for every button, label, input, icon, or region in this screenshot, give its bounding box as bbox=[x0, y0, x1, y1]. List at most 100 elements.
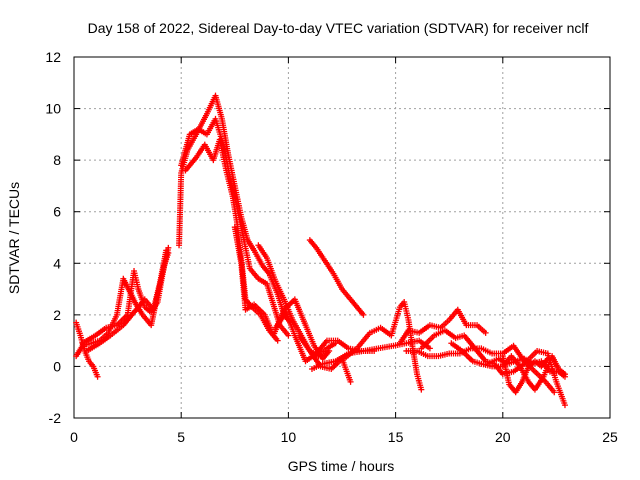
data-point-trail bbox=[252, 249, 265, 267]
data-point bbox=[347, 378, 354, 385]
series-track-20 bbox=[499, 353, 551, 396]
data-point-trail bbox=[238, 262, 249, 311]
data-point-trail bbox=[245, 238, 257, 252]
x-tick-label: 25 bbox=[602, 429, 618, 445]
data-point-trail bbox=[544, 380, 556, 394]
data-point-trail bbox=[143, 305, 153, 314]
data-point-trail bbox=[486, 356, 500, 366]
data-points bbox=[73, 92, 568, 409]
data-point-trail bbox=[473, 346, 488, 363]
data-point-trail bbox=[252, 303, 267, 317]
data-point-trail bbox=[260, 264, 271, 276]
y-tick-label: -2 bbox=[49, 410, 62, 426]
data-point bbox=[561, 402, 568, 409]
data-point-trail bbox=[557, 369, 567, 379]
data-point-trail bbox=[348, 297, 359, 309]
data-point-trail bbox=[475, 323, 487, 335]
data-point-trail bbox=[325, 341, 337, 351]
data-point-trail bbox=[197, 127, 209, 137]
data-point-trail bbox=[292, 298, 308, 327]
data-point-trail bbox=[188, 127, 200, 137]
series-track-6 bbox=[178, 115, 292, 339]
data-point bbox=[551, 389, 558, 396]
data-point-trail bbox=[314, 246, 327, 262]
data-point-trail bbox=[379, 326, 393, 338]
data-point-trail bbox=[480, 346, 493, 356]
data-point-trail bbox=[398, 300, 406, 309]
data-point-trail bbox=[323, 259, 336, 275]
data-point-trail bbox=[217, 138, 229, 172]
data-point-trail bbox=[455, 308, 469, 327]
data-point-trail bbox=[178, 133, 193, 167]
data-point-trail bbox=[500, 355, 512, 386]
data-point-trail bbox=[213, 94, 225, 120]
y-tick-label: 4 bbox=[53, 255, 61, 271]
data-point-trail bbox=[292, 334, 308, 363]
y-tick-label: 8 bbox=[53, 152, 61, 168]
data-point-trail bbox=[340, 287, 353, 301]
data-point-trail bbox=[416, 348, 429, 359]
y-axis-label: SDTVAR / TECUs bbox=[6, 182, 22, 294]
data-point-trail bbox=[533, 359, 543, 369]
data-point-trail bbox=[527, 359, 537, 369]
data-point-trail bbox=[450, 341, 464, 353]
data-point-trail bbox=[377, 343, 395, 352]
data-point-trail bbox=[238, 215, 251, 241]
series-track-3 bbox=[79, 249, 172, 347]
data-point-trail bbox=[244, 302, 256, 312]
data-point bbox=[482, 329, 489, 336]
data-point-trail bbox=[81, 333, 97, 346]
data-point-trail bbox=[320, 349, 331, 361]
data-point-trail bbox=[232, 185, 244, 218]
data-point bbox=[285, 332, 292, 339]
data-point-trail bbox=[74, 344, 85, 358]
data-point-trail bbox=[401, 301, 411, 321]
data-point-trail bbox=[454, 333, 466, 341]
data-point-trail bbox=[513, 380, 525, 394]
data-point-trail bbox=[234, 221, 244, 260]
data-point-trail bbox=[355, 331, 372, 350]
data-point-trail bbox=[417, 323, 432, 335]
data-point-trail bbox=[121, 310, 136, 327]
data-point-trail bbox=[240, 236, 253, 270]
series-track-7 bbox=[182, 136, 281, 344]
axis-ticks: 0 5 10 15 20 25 -2 0 2 4 6 8 10 12 bbox=[45, 49, 618, 445]
data-point bbox=[561, 373, 568, 380]
data-point-trail bbox=[185, 133, 199, 151]
data-point-trail bbox=[439, 318, 451, 330]
data-point-trail bbox=[87, 359, 95, 368]
data-point-trail bbox=[317, 346, 329, 358]
data-point bbox=[360, 311, 367, 318]
data-point-trail bbox=[183, 156, 198, 172]
x-tick-label: 15 bbox=[388, 429, 404, 445]
data-point-trail bbox=[550, 354, 561, 371]
data-point-trail bbox=[414, 373, 424, 391]
data-point-trail bbox=[109, 323, 125, 338]
series-track-4 bbox=[83, 247, 170, 354]
data-point-trail bbox=[369, 325, 382, 335]
y-tick-label: 6 bbox=[53, 204, 61, 220]
data-point-trail bbox=[90, 338, 101, 346]
data-point-trail bbox=[311, 361, 324, 371]
data-point-trail bbox=[443, 328, 457, 340]
data-point bbox=[274, 337, 281, 344]
series-track-12 bbox=[306, 237, 367, 318]
data-point bbox=[418, 386, 425, 393]
data-point-trail bbox=[157, 249, 169, 285]
data-point-trail bbox=[266, 272, 280, 296]
data-point bbox=[426, 345, 433, 352]
data-point bbox=[94, 373, 101, 380]
data-point-trail bbox=[284, 311, 298, 337]
x-axis-label: GPS time / hours bbox=[288, 458, 395, 474]
data-point-trail bbox=[115, 313, 130, 327]
data-point-trail bbox=[303, 324, 317, 347]
data-point-trail bbox=[91, 365, 100, 378]
data-point-trail bbox=[533, 375, 546, 391]
chart-title: Day 158 of 2022, Sidereal Day-to-day VTE… bbox=[88, 20, 589, 36]
data-point-trail bbox=[121, 277, 132, 293]
x-tick-label: 5 bbox=[177, 429, 185, 445]
data-point-trail bbox=[213, 118, 227, 149]
data-point-trail bbox=[278, 323, 290, 337]
data-point-trail bbox=[82, 350, 92, 363]
